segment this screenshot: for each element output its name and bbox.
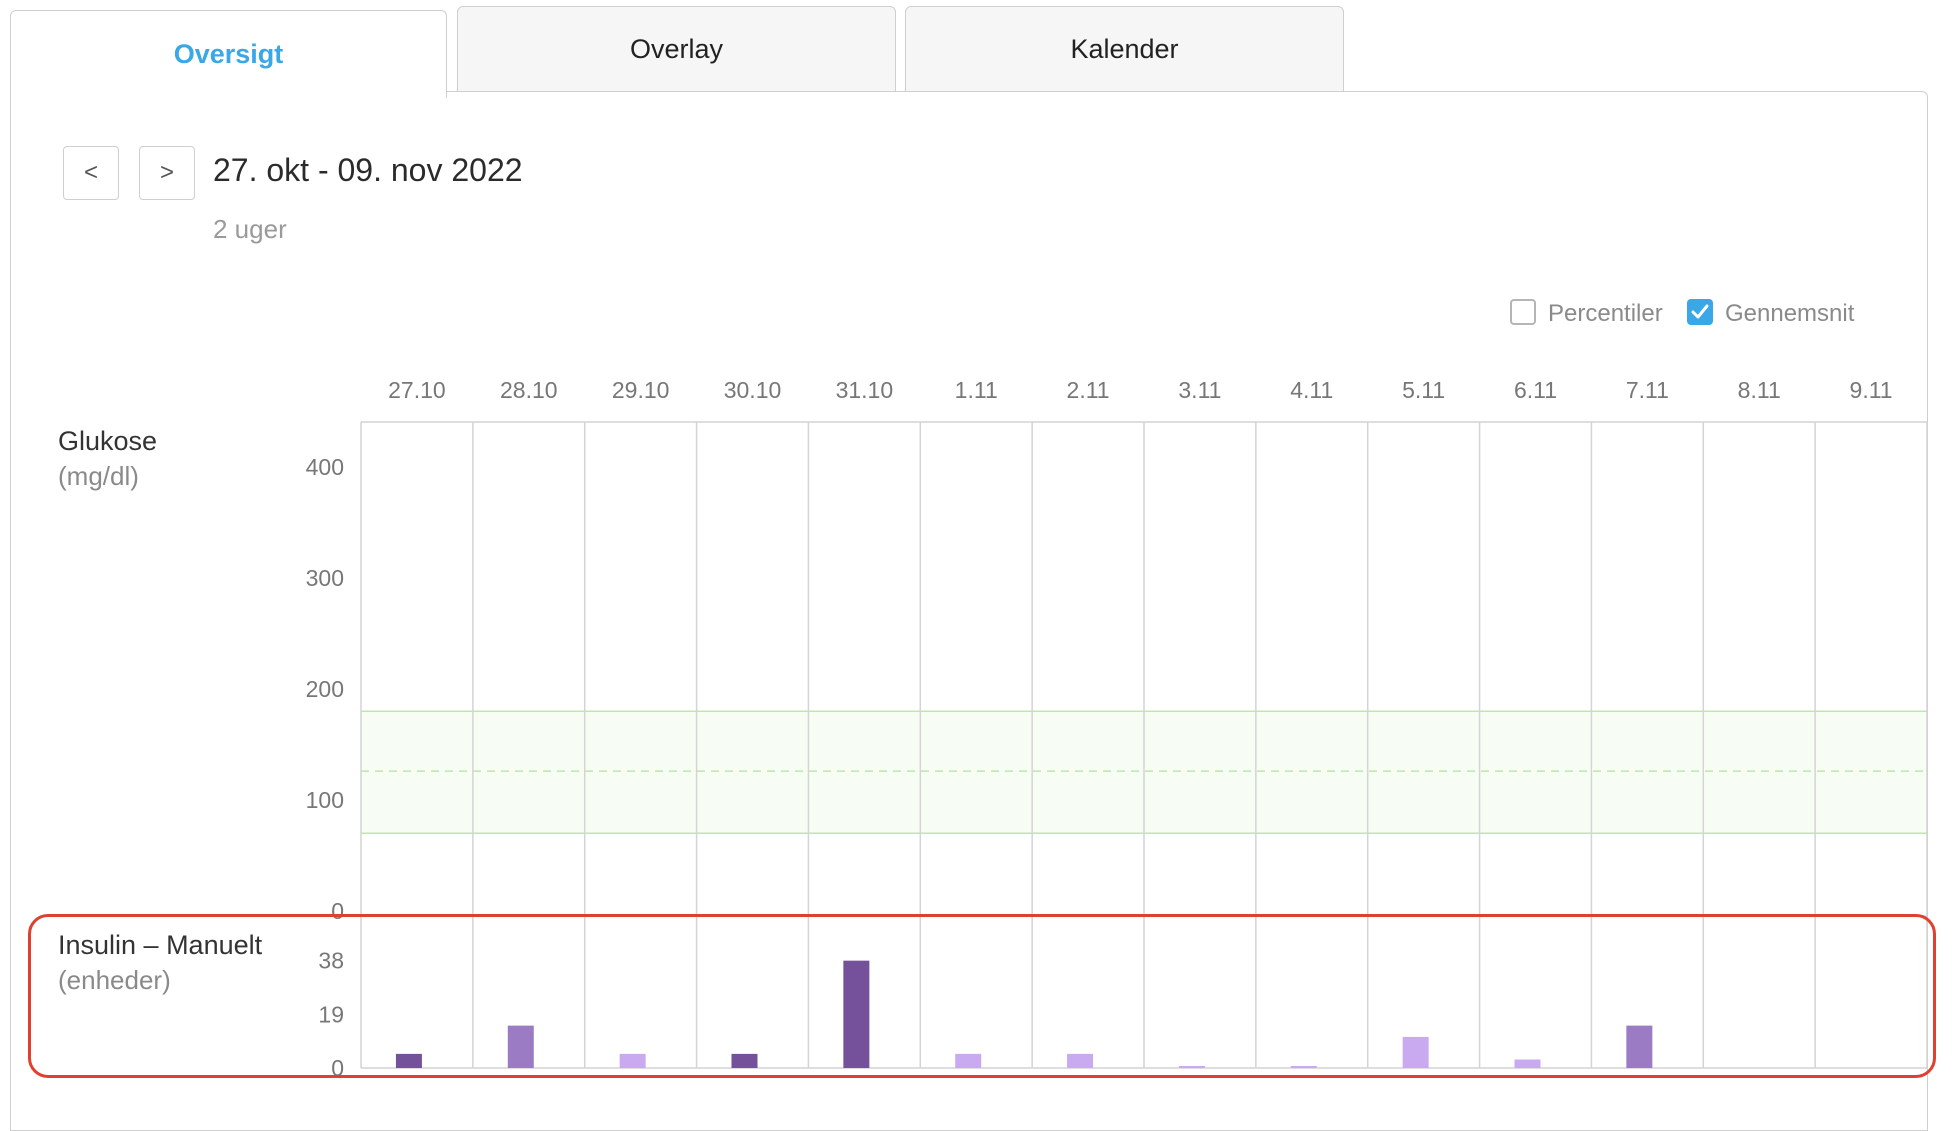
date-label: 4.11 xyxy=(1290,377,1333,403)
insulin-bar xyxy=(395,1053,422,1068)
insulin-label: Insulin – Manuelt xyxy=(58,930,263,960)
average-checkbox[interactable] xyxy=(1687,299,1713,325)
date-label: 3.11 xyxy=(1178,377,1221,403)
insulin-unit: (enheder) xyxy=(58,965,171,995)
date-axis: 27.10 28.10 29.10 30.10 31.10 1.11 2.11 3.11 4.1… xyxy=(388,377,1892,403)
checkmark-icon xyxy=(1691,304,1709,319)
insulin-bar xyxy=(731,1053,758,1068)
glucose-tick-label: 300 xyxy=(306,565,344,591)
insulin-axis: 38 19 0 xyxy=(318,948,344,1081)
next-period-button[interactable]: > xyxy=(139,146,195,200)
date-label: 1.11 xyxy=(955,377,998,403)
date-label: 2.11 xyxy=(1067,377,1110,403)
overview-panel xyxy=(10,91,1928,1131)
date-label: 29.10 xyxy=(612,377,670,403)
insulin-tick-label: 0 xyxy=(331,1055,344,1081)
tab-oversigt[interactable]: Oversigt xyxy=(10,10,447,98)
insulin-bars xyxy=(395,960,1653,1068)
insulin-bar xyxy=(1290,1066,1317,1068)
glucose-unit: (mg/dl) xyxy=(58,461,139,491)
date-label: 31.10 xyxy=(836,377,894,403)
insulin-bar xyxy=(619,1053,646,1068)
percentiles-checkbox[interactable] xyxy=(1510,299,1536,325)
date-label: 30.10 xyxy=(724,377,782,403)
insulin-bar xyxy=(507,1025,534,1068)
date-label: 9.11 xyxy=(1850,377,1893,403)
insulin-bar xyxy=(1178,1066,1205,1068)
date-label: 8.11 xyxy=(1738,377,1781,403)
percentiles-label[interactable]: Percentiler xyxy=(1548,300,1663,327)
prev-period-button[interactable]: < xyxy=(63,146,119,200)
insulin-bar xyxy=(1626,1025,1653,1068)
insulin-bar xyxy=(843,960,870,1068)
date-label: 5.11 xyxy=(1402,377,1445,403)
insulin-tick-label: 19 xyxy=(318,1001,344,1027)
insulin-bar xyxy=(1514,1059,1541,1068)
glucose-tick-label: 100 xyxy=(306,787,344,813)
date-label: 6.11 xyxy=(1514,377,1557,403)
date-label: 7.11 xyxy=(1626,377,1669,403)
glucose-axis: 400 300 200 100 0 xyxy=(306,454,344,924)
glucose-tick-label: 400 xyxy=(306,454,344,480)
glucose-tick-label: 0 xyxy=(331,898,344,924)
glucose-label: Glukose xyxy=(58,426,158,456)
insulin-bar xyxy=(1067,1053,1094,1068)
date-label: 28.10 xyxy=(500,377,558,403)
insulin-tick-label: 38 xyxy=(318,948,344,974)
tab-overlay[interactable]: Overlay xyxy=(457,6,896,92)
average-label[interactable]: Gennemsnit xyxy=(1725,300,1855,327)
period-length: 2 uger xyxy=(213,214,287,244)
insulin-bar xyxy=(955,1053,982,1068)
date-range-title: 27. okt - 09. nov 2022 xyxy=(213,152,523,188)
insulin-bar xyxy=(1402,1036,1429,1068)
date-label: 27.10 xyxy=(388,377,446,403)
insulin-highlight-callout xyxy=(28,914,1936,1078)
glucose-tick-label: 200 xyxy=(306,676,344,702)
